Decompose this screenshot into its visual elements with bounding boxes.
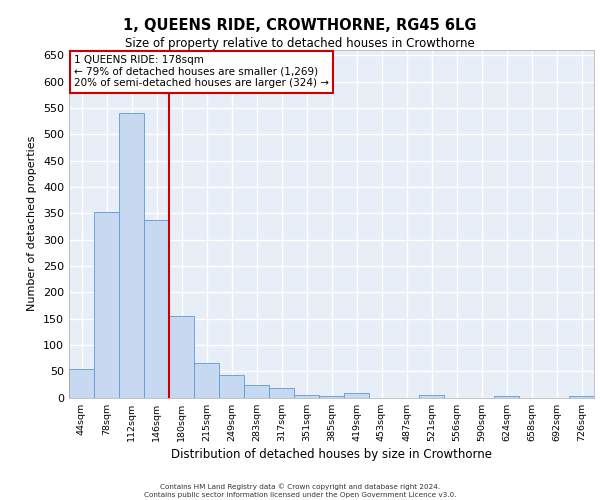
Text: 1, QUEENS RIDE, CROWTHORNE, RG45 6LG: 1, QUEENS RIDE, CROWTHORNE, RG45 6LG [123,18,477,32]
Bar [119,113,144,398]
Bar [419,396,444,398]
Bar [94,212,119,398]
Text: Contains HM Land Registry data © Crown copyright and database right 2024.
Contai: Contains HM Land Registry data © Crown c… [144,484,456,498]
Bar [494,396,519,398]
Bar [269,388,294,398]
Bar [244,385,269,398]
Bar [219,376,244,398]
Bar [344,394,369,398]
X-axis label: Distribution of detached houses by size in Crowthorne: Distribution of detached houses by size … [171,448,492,460]
Bar [194,364,219,398]
Text: 1 QUEENS RIDE: 178sqm
← 79% of detached houses are smaller (1,269)
20% of semi-d: 1 QUEENS RIDE: 178sqm ← 79% of detached … [74,55,329,88]
Y-axis label: Number of detached properties: Number of detached properties [28,136,37,312]
Bar [144,220,169,398]
Bar [319,396,344,398]
Bar [69,368,94,398]
Bar [294,395,319,398]
Bar [169,316,194,398]
Text: Size of property relative to detached houses in Crowthorne: Size of property relative to detached ho… [125,38,475,51]
Bar [569,396,594,398]
